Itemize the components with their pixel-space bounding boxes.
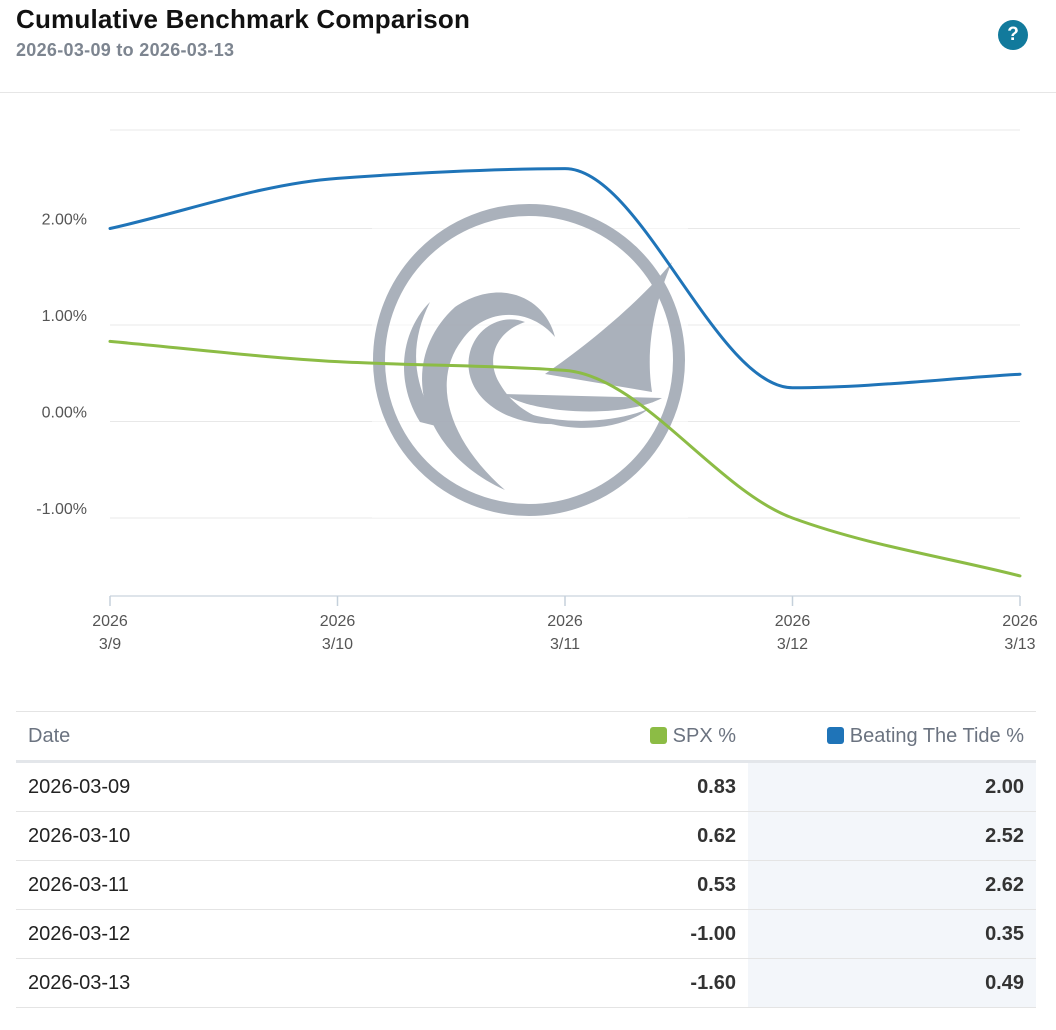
beating-series-line[interactable] [108,167,1022,390]
beating-cell: 0.49 [748,958,1036,1008]
date-cell: 2026-03-11 [28,873,129,896]
spx-cell: -1.00 [690,922,736,945]
x-tick-year: 2026 [320,613,356,630]
x-tick-year: 2026 [1002,613,1038,630]
page-title: Cumulative Benchmark Comparison [16,4,471,34]
x-tick-year: 2026 [547,613,583,630]
beating-cell: 2.52 [748,811,1036,861]
table-header-row: Date SPX % Beating The Tide % [16,711,1036,762]
data-table-container: Date SPX % Beating The Tide % 2026-03-09… [16,711,1036,1008]
spx-header-label: SPX % [672,724,736,747]
beating-legend-swatch [826,726,844,744]
date-header-label: Date [28,724,71,747]
date-cell: 2026-03-13 [28,971,131,994]
table-row: 2026-03-13 -1.60 0.49 [16,958,1036,1008]
date-cell: 2026-03-12 [28,922,131,945]
date-cell: 2026-03-09 [28,775,131,798]
spx-column-header[interactable]: SPX % [600,712,748,762]
beating-cell: 0.35 [748,909,1036,959]
x-tick-date: 3/10 [322,636,353,653]
beating-cell: 2.00 [748,761,1036,812]
beating-column-header[interactable]: Beating The Tide % [748,712,1036,762]
x-tick-date: 3/13 [1004,636,1035,653]
x-tick-year: 2026 [775,613,811,630]
table-row: 2026-03-11 0.53 2.62 [16,860,1036,910]
spx-cell: 0.53 [697,873,736,896]
spx-legend-swatch [649,726,667,744]
y-tick-label: -1.00% [36,501,87,518]
y-tick-label: 1.00% [42,308,87,325]
x-tick-year: 2026 [92,613,128,630]
table-row: 2026-03-09 0.83 2.00 [16,761,1036,812]
date-cell: 2026-03-10 [28,824,131,847]
date-column-header[interactable]: Date [16,712,600,762]
help-icon[interactable]: ? [998,20,1028,50]
axis-layer: 2.00% 1.00% 0.00% -1.00% 2026 3/9 2026 3/10 2026… [36,212,1038,654]
y-tick-label: 2.00% [42,212,87,229]
beating-header-label: Beating The Tide % [849,724,1024,747]
data-table: Date SPX % Beating The Tide % 2026-03-09… [16,711,1036,1008]
table-row: 2026-03-12 -1.00 0.35 [16,909,1036,959]
table-row: 2026-03-10 0.62 2.52 [16,811,1036,861]
wave-sail-logo-icon [372,200,688,518]
x-tick-date: 3/12 [777,636,808,653]
chart-header: Cumulative Benchmark Comparison 2026-03-… [0,0,1056,93]
benchmark-line-chart: 2.00% 1.00% 0.00% -1.00% 2026 3/9 2026 3/10 2026… [36,129,1038,654]
beating-cell: 2.62 [748,860,1036,910]
y-tick-label: 0.00% [42,405,87,422]
spx-series-line[interactable] [108,339,1022,578]
spx-cell: 0.83 [697,775,736,798]
spx-cell: 0.62 [697,824,736,847]
x-tick-date: 3/11 [550,636,580,653]
x-tick-date: 3/9 [99,636,121,653]
date-range: 2026-03-09 to 2026-03-13 [16,40,235,60]
series-layer [108,167,1022,578]
spx-cell: -1.60 [690,971,736,994]
